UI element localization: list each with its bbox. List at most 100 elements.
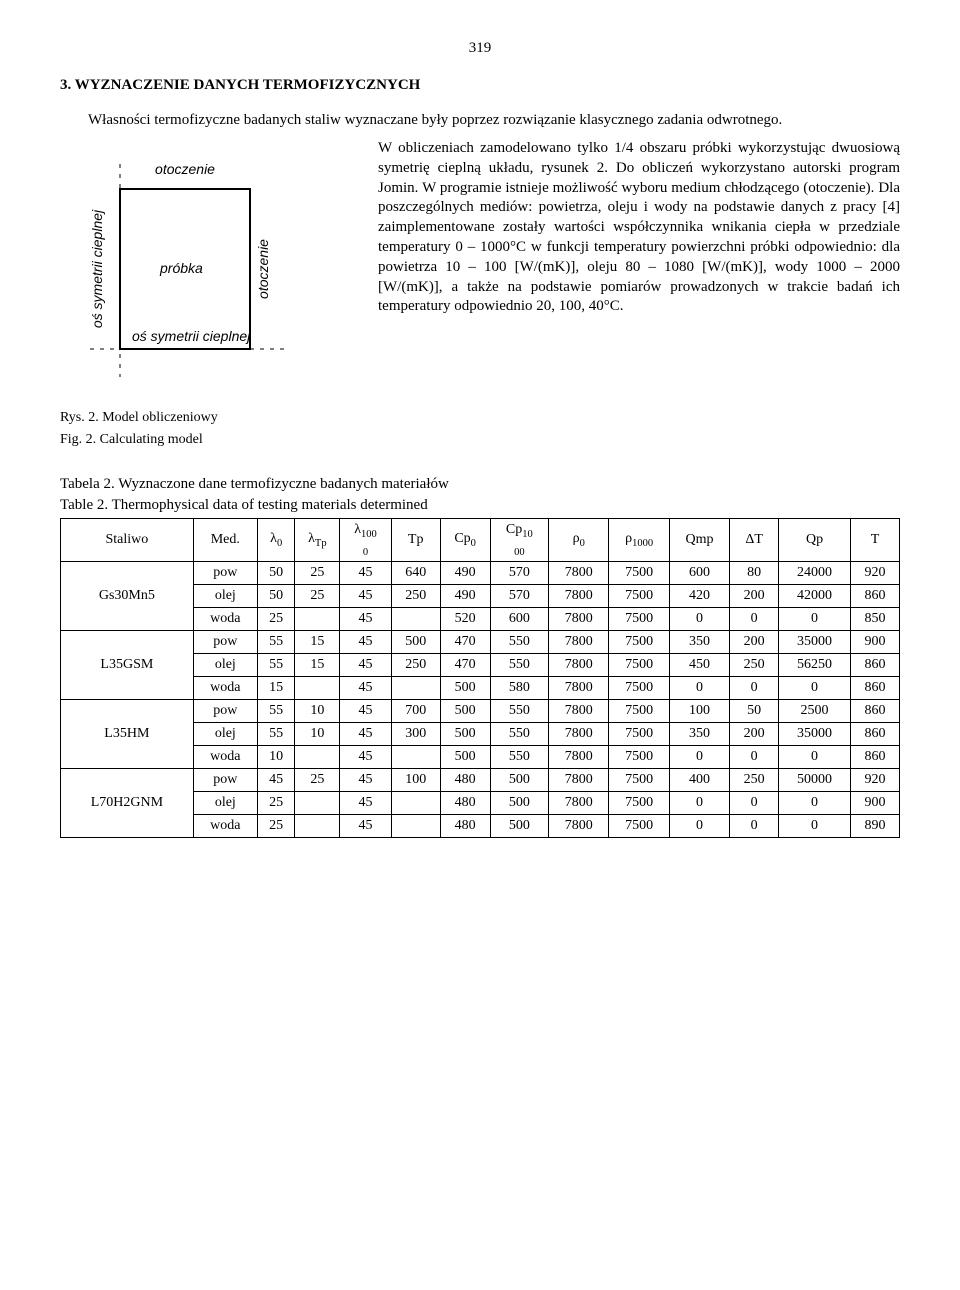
- data-cell: 500: [440, 699, 490, 722]
- data-cell: [391, 676, 440, 699]
- table-header: Staliwo: [61, 519, 194, 562]
- data-cell: 580: [490, 676, 548, 699]
- table-header: Tp: [391, 519, 440, 562]
- data-cell: 56250: [779, 653, 851, 676]
- data-cell: 0: [779, 791, 851, 814]
- data-cell: 7800: [549, 607, 609, 630]
- data-cell: 900: [850, 630, 899, 653]
- data-cell: [391, 745, 440, 768]
- data-cell: 25: [295, 768, 340, 791]
- data-cell: 400: [669, 768, 729, 791]
- data-cell: 860: [850, 676, 899, 699]
- section-heading: 3. WYZNACZENIE DANYCH TERMOFIZYCZNYCH: [60, 77, 900, 94]
- data-cell: 850: [850, 607, 899, 630]
- data-cell: 0: [730, 607, 779, 630]
- data-cell: olej: [193, 791, 257, 814]
- table-caption-en: Table 2. Thermophysical data of testing …: [60, 497, 900, 514]
- data-cell: 550: [490, 653, 548, 676]
- data-cell: 45: [340, 561, 391, 584]
- data-cell: 45: [340, 630, 391, 653]
- data-cell: 0: [669, 607, 729, 630]
- data-cell: 7500: [609, 791, 669, 814]
- data-cell: 55: [257, 630, 295, 653]
- data-cell: 25: [295, 561, 340, 584]
- data-cell: 480: [440, 814, 490, 837]
- material-cell: Gs30Mn5: [61, 561, 194, 630]
- data-cell: 7800: [549, 676, 609, 699]
- data-cell: 45: [340, 676, 391, 699]
- data-cell: 200: [730, 722, 779, 745]
- data-cell: 860: [850, 584, 899, 607]
- table-row: L35HMpow55104570050055078007500100502500…: [61, 699, 900, 722]
- data-cell: 7800: [549, 630, 609, 653]
- table-header: Cp0: [440, 519, 490, 562]
- data-cell: 80: [730, 561, 779, 584]
- data-cell: 500: [391, 630, 440, 653]
- data-cell: 890: [850, 814, 899, 837]
- data-cell: 490: [440, 584, 490, 607]
- data-cell: 50: [730, 699, 779, 722]
- data-cell: 600: [669, 561, 729, 584]
- data-cell: 250: [730, 768, 779, 791]
- table-header: λ1000: [340, 519, 391, 562]
- data-cell: 490: [440, 561, 490, 584]
- data-cell: [295, 676, 340, 699]
- data-cell: 350: [669, 722, 729, 745]
- data-cell: 250: [391, 584, 440, 607]
- material-cell: L35GSM: [61, 630, 194, 699]
- data-cell: 45: [340, 745, 391, 768]
- data-cell: 860: [850, 699, 899, 722]
- data-cell: 7800: [549, 745, 609, 768]
- svg-text:otoczenie: otoczenie: [255, 239, 271, 299]
- data-cell: 900: [850, 791, 899, 814]
- svg-text:otoczenie: otoczenie: [155, 161, 215, 177]
- data-cell: 100: [391, 768, 440, 791]
- data-cell: 520: [440, 607, 490, 630]
- table-row: Gs30Mn5pow502545640490570780075006008024…: [61, 561, 900, 584]
- table-caption-pl: Tabela 2. Wyznaczone dane termofizyczne …: [60, 476, 900, 493]
- data-cell: 7800: [549, 561, 609, 584]
- data-cell: 35000: [779, 722, 851, 745]
- data-cell: 500: [490, 814, 548, 837]
- table-header: λ0: [257, 519, 295, 562]
- data-cell: 350: [669, 630, 729, 653]
- data-cell: 860: [850, 653, 899, 676]
- data-cell: 550: [490, 630, 548, 653]
- data-cell: 35000: [779, 630, 851, 653]
- table-header: λTp: [295, 519, 340, 562]
- data-cell: 45: [340, 722, 391, 745]
- data-cell: 500: [440, 722, 490, 745]
- data-cell: 7500: [609, 768, 669, 791]
- table-header: Cp1000: [490, 519, 548, 562]
- data-cell: 0: [779, 676, 851, 699]
- data-cell: woda: [193, 745, 257, 768]
- data-cell: 50: [257, 584, 295, 607]
- data-cell: 570: [490, 561, 548, 584]
- data-cell: 500: [440, 745, 490, 768]
- data-cell: 7800: [549, 814, 609, 837]
- data-cell: 24000: [779, 561, 851, 584]
- table-header: Qp: [779, 519, 851, 562]
- data-cell: 470: [440, 630, 490, 653]
- data-cell: 0: [669, 676, 729, 699]
- data-cell: 450: [669, 653, 729, 676]
- material-cell: L35HM: [61, 699, 194, 768]
- data-cell: 45: [340, 653, 391, 676]
- svg-text:oś symetrii cieplnej: oś symetrii cieplnej: [89, 209, 105, 328]
- data-cell: pow: [193, 561, 257, 584]
- data-cell: 100: [669, 699, 729, 722]
- data-cell: 2500: [779, 699, 851, 722]
- data-cell: olej: [193, 722, 257, 745]
- data-cell: 7500: [609, 814, 669, 837]
- material-cell: L70H2GNM: [61, 768, 194, 837]
- data-cell: pow: [193, 768, 257, 791]
- data-cell: olej: [193, 584, 257, 607]
- data-cell: 0: [779, 745, 851, 768]
- data-cell: 7500: [609, 722, 669, 745]
- data-cell: 45: [340, 699, 391, 722]
- table-header: Qmp: [669, 519, 729, 562]
- page-number: 319: [60, 40, 900, 57]
- data-cell: 7500: [609, 630, 669, 653]
- data-cell: 0: [730, 814, 779, 837]
- data-cell: 860: [850, 745, 899, 768]
